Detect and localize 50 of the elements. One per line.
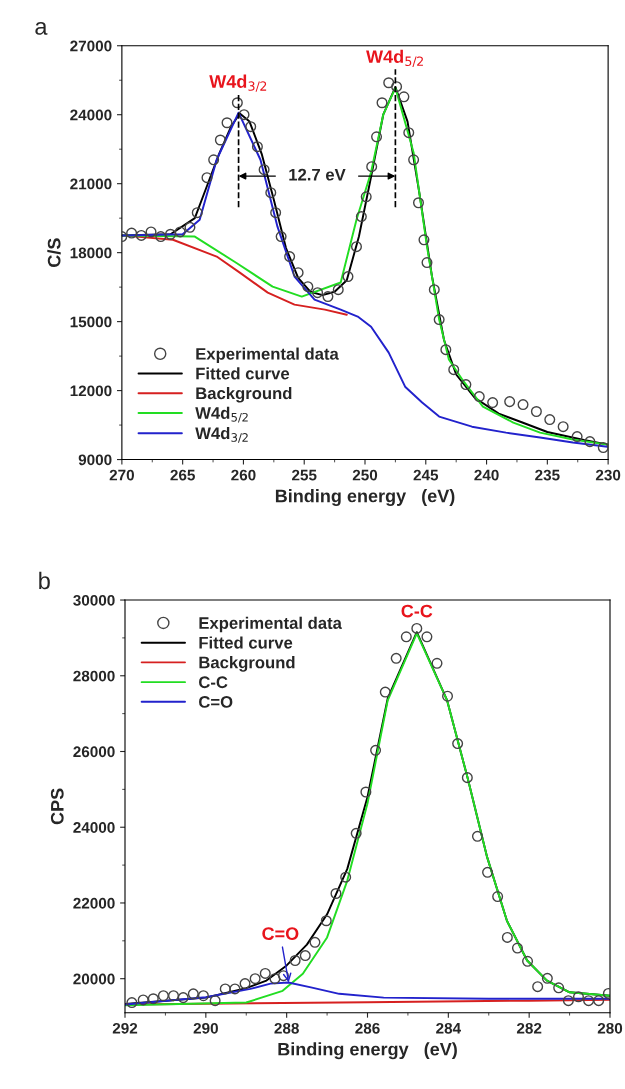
x-tick-label: 255 bbox=[292, 469, 317, 481]
x-tick-label: 290 bbox=[193, 1022, 218, 1034]
y-tick-label: 24000 bbox=[70, 109, 112, 121]
y-tick-label: 26000 bbox=[73, 746, 115, 758]
legend-label: W4d$_{5/2}$ bbox=[195, 406, 248, 423]
y-tick-label: 21000 bbox=[70, 178, 112, 190]
legend-label: Fitted curve bbox=[199, 636, 293, 649]
x-tick-label: 284 bbox=[436, 1022, 461, 1034]
y-axis-title: CPS bbox=[50, 788, 64, 825]
x-tick-label: 280 bbox=[597, 1022, 623, 1034]
legend-label: C=O bbox=[199, 696, 233, 708]
chart-title: a bbox=[35, 21, 48, 35]
annotation: W4d$_{3/2}$ bbox=[209, 74, 267, 92]
y-tick-label: 28000 bbox=[73, 670, 115, 682]
legend-label: Fitted curve bbox=[196, 367, 290, 380]
legend-label: Experimental data bbox=[196, 347, 339, 364]
x-tick-label: 235 bbox=[535, 469, 560, 481]
y-tick-label: 15000 bbox=[70, 316, 112, 328]
x-tick-label: 260 bbox=[231, 469, 256, 481]
chart-title: b bbox=[39, 571, 50, 590]
x-tick-label: 240 bbox=[474, 469, 499, 481]
y-tick-label: 24000 bbox=[73, 822, 115, 833]
x-tick-label: 288 bbox=[274, 1022, 299, 1034]
legend-label: W4d$_{3/2}$ bbox=[195, 426, 248, 443]
y-tick-label: 18000 bbox=[70, 247, 112, 259]
x-tick-label: 230 bbox=[595, 469, 621, 481]
x-tick-label: 265 bbox=[170, 469, 195, 481]
annotation: W4d$_{5/2}$ bbox=[366, 49, 423, 68]
annotation: C-C bbox=[401, 604, 433, 618]
y-tick-label: 30000 bbox=[73, 594, 115, 606]
x-axis-title: Binding energy (eV) bbox=[275, 489, 455, 506]
x-tick-label: 245 bbox=[413, 469, 439, 481]
y-tick-label: 22000 bbox=[73, 897, 115, 909]
legend-label: Experimental data bbox=[199, 616, 343, 633]
annotation: C=O bbox=[262, 927, 299, 941]
legend-label: Background bbox=[196, 386, 292, 403]
y-tick-label: 27000 bbox=[70, 40, 112, 52]
legend-label: C-C bbox=[199, 676, 228, 689]
y-tick-label: 9000 bbox=[78, 454, 112, 466]
x-tick-label: 292 bbox=[112, 1022, 138, 1034]
y-tick-label: 20000 bbox=[73, 973, 115, 985]
x-axis-title: Binding energy (eV) bbox=[278, 1042, 457, 1060]
x-tick-label: 270 bbox=[109, 469, 134, 481]
x-tick-label: 250 bbox=[352, 469, 378, 481]
x-tick-label: 286 bbox=[355, 1022, 380, 1034]
x-tick-label: 282 bbox=[516, 1022, 542, 1034]
legend-label: Background bbox=[199, 656, 295, 672]
y-tick-label: 12000 bbox=[70, 385, 112, 397]
annotation: 12.7 eV bbox=[289, 168, 346, 181]
y-axis-title: C/S bbox=[47, 238, 61, 267]
